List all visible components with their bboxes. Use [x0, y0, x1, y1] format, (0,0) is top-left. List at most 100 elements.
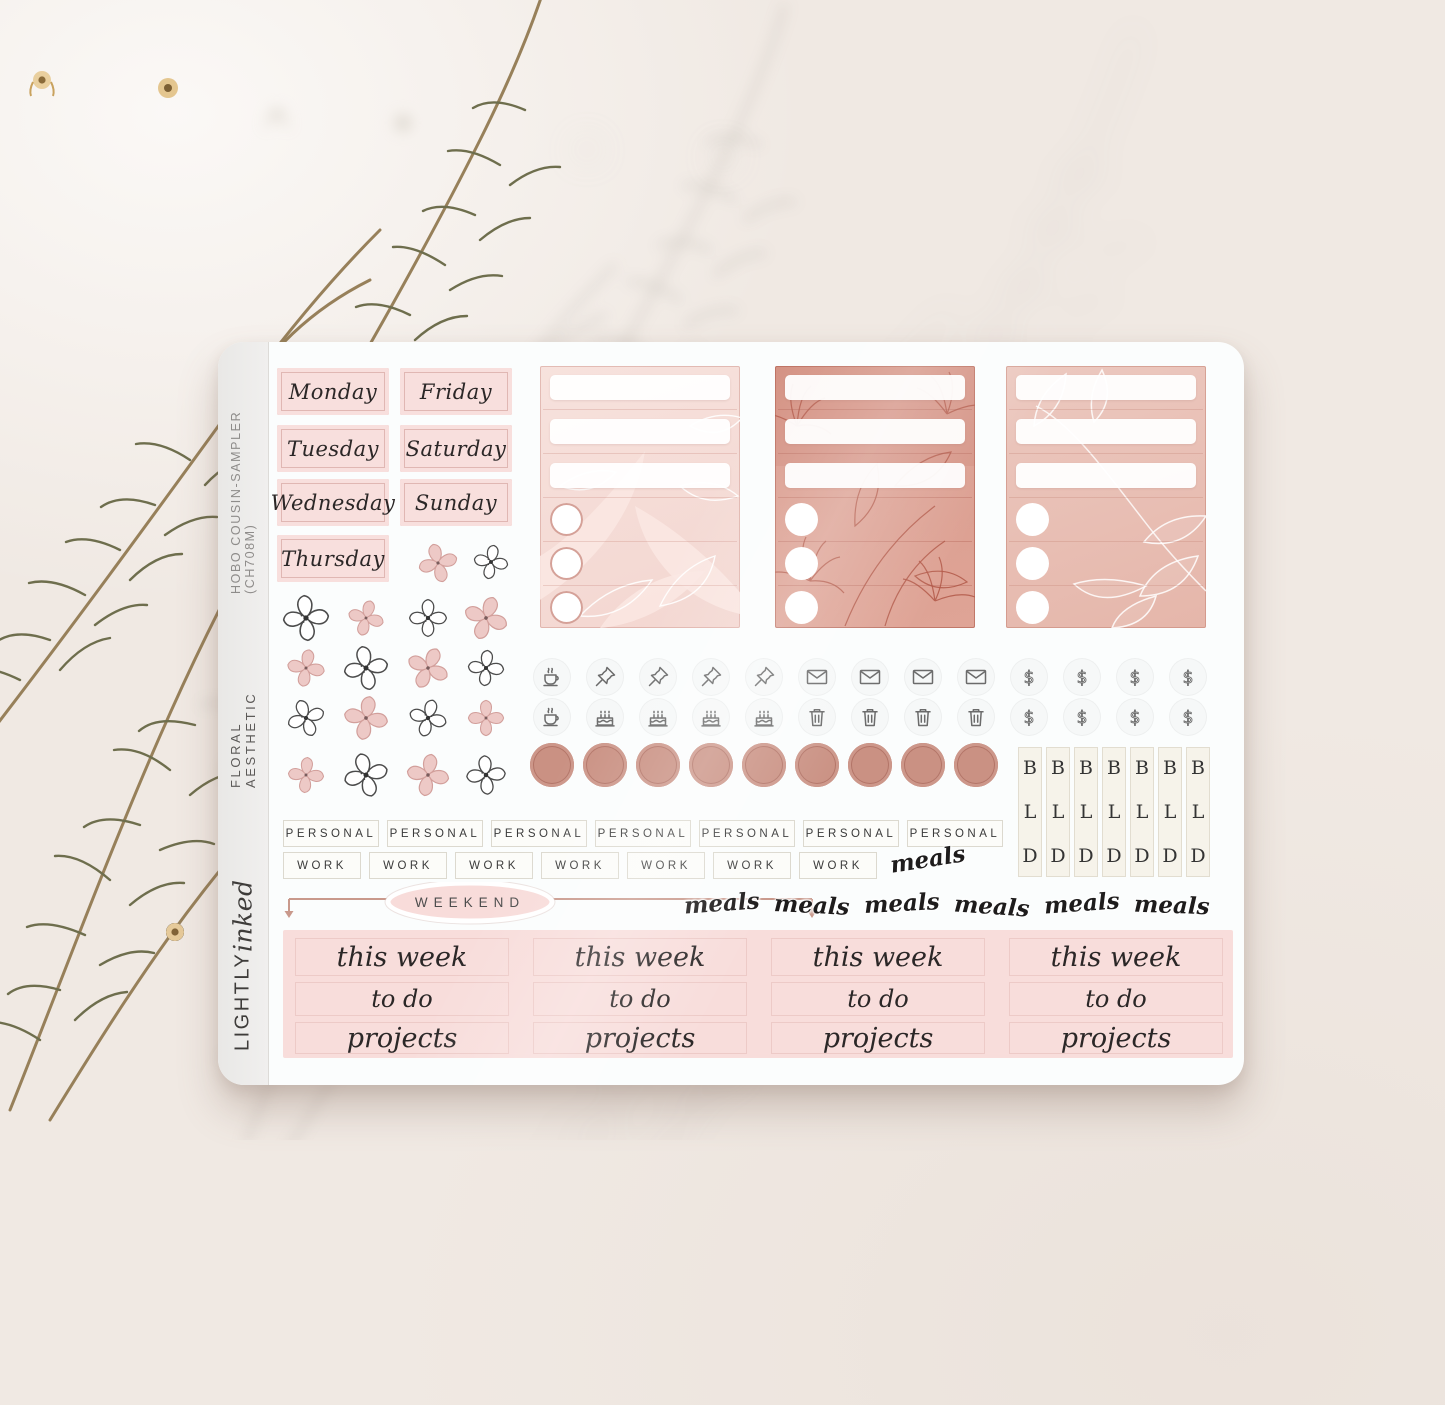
dot-sticker	[795, 743, 839, 787]
checklist-box-medium	[1006, 366, 1206, 628]
breakfast-letter: B	[1135, 757, 1149, 779]
sticker-sheet: HOBO COUSIN-SAMPLER (CH708M) FLORAL AEST…	[218, 342, 1244, 1085]
dot-sticker	[901, 743, 945, 787]
envelope-icon	[851, 658, 889, 696]
coffee-icon	[533, 658, 571, 696]
to-do-sticker: to do	[1009, 982, 1223, 1016]
cake-icon	[745, 698, 783, 736]
this-week-sticker: this week	[533, 938, 747, 976]
envelope-icon	[904, 658, 942, 696]
brand-name: LIGHTLY	[231, 951, 254, 1051]
dollar-icon	[1063, 698, 1101, 736]
lunch-letter: L	[1023, 801, 1037, 823]
dot-sticker	[954, 743, 998, 787]
breakfast-letter: B	[1079, 757, 1093, 779]
this-week-sticker: this week	[771, 938, 985, 976]
checkbox-circle	[1016, 591, 1049, 624]
personal-label-sticker: PERSONAL	[491, 820, 587, 847]
flower-sticker-pink	[279, 641, 332, 694]
day-sticker-tuesday: Tuesday	[277, 425, 389, 472]
personal-label-sticker: PERSONAL	[387, 820, 483, 847]
to-do-sticker: to do	[295, 982, 509, 1016]
flower-sticker-pink	[451, 583, 520, 652]
header-bar	[1016, 463, 1196, 488]
flower-sticker-white	[460, 749, 512, 801]
meals-sticker: meals	[773, 890, 851, 921]
trash-icon	[851, 698, 889, 736]
cake-icon	[639, 698, 677, 736]
pin-icon	[745, 658, 783, 696]
dinner-letter: D	[1134, 845, 1150, 867]
lunch-letter: L	[1107, 801, 1121, 823]
lunch-letter: L	[1191, 801, 1205, 823]
dot-sticker	[530, 743, 574, 787]
trash-icon	[904, 698, 942, 736]
personal-label-sticker: PERSONAL	[803, 820, 899, 847]
weekend-label: WEEKEND	[415, 895, 525, 910]
header-bar	[785, 463, 965, 488]
to-do-sticker: to do	[533, 982, 747, 1016]
cake-icon	[692, 698, 730, 736]
day-sticker-sunday: Sunday	[400, 479, 512, 526]
header-bar	[550, 463, 730, 488]
dinner-letter: D	[1050, 845, 1066, 867]
work-label-sticker: WORK	[455, 852, 533, 879]
coffee-icon	[533, 698, 571, 736]
checkbox-circle	[785, 591, 818, 624]
work-label-sticker: WORK	[799, 852, 877, 879]
breakfast-letter: B	[1023, 757, 1037, 779]
flower-sticker-pink	[335, 687, 398, 750]
work-label-sticker: WORK	[369, 852, 447, 879]
this-week-sticker: this week	[1009, 938, 1223, 976]
dollar-icon	[1116, 698, 1154, 736]
dot-sticker	[636, 743, 680, 787]
pin-icon	[692, 658, 730, 696]
lunch-letter: L	[1079, 801, 1093, 823]
flower-sticker-pink	[282, 751, 330, 799]
day-sticker-wednesday: Wednesday	[271, 479, 395, 526]
sku-label: HOBO COUSIN-SAMPLER (CH708M)	[229, 410, 257, 594]
trash-icon	[957, 698, 995, 736]
checkbox-circle	[1016, 547, 1049, 580]
dollar-icon	[1116, 658, 1154, 696]
flower-sticker-white	[333, 742, 399, 808]
projects-sticker: projects	[1009, 1022, 1223, 1054]
day-sticker-thursday: Thursday	[277, 535, 389, 582]
weekly-headers-block: this week to do projects this week to do…	[283, 930, 1233, 1058]
checklist-box-light	[540, 366, 740, 628]
dinner-letter: D	[1078, 845, 1094, 867]
flower-sticker-pink	[398, 745, 458, 805]
checkbox-circle	[785, 503, 818, 536]
to-do-sticker: to do	[771, 982, 985, 1016]
projects-sticker: projects	[771, 1022, 985, 1054]
personal-label-sticker: PERSONAL	[907, 820, 1003, 847]
meals-sticker: meals	[1043, 887, 1121, 920]
sheet-spine: HOBO COUSIN-SAMPLER (CH708M) FLORAL AEST…	[218, 342, 269, 1085]
personal-label-sticker: PERSONAL	[283, 820, 379, 847]
flower-sticker-white	[405, 595, 451, 641]
dollar-icon	[1010, 698, 1048, 736]
personal-label-sticker: PERSONAL	[699, 820, 795, 847]
header-bar	[785, 375, 965, 400]
dinner-letter: D	[1190, 845, 1206, 867]
cake-icon	[586, 698, 624, 736]
flower-sticker-pink	[464, 696, 508, 740]
lunch-letter: L	[1135, 801, 1149, 823]
checkbox-circle	[550, 547, 583, 580]
breakfast-letter: B	[1107, 757, 1121, 779]
envelope-icon	[957, 658, 995, 696]
brand-logo: LIGHTLY inked	[218, 874, 268, 1056]
meals-sticker: meals	[683, 887, 761, 920]
dot-sticker	[689, 743, 733, 787]
dot-sticker	[742, 743, 786, 787]
pin-icon	[586, 658, 624, 696]
work-label-sticker: WORK	[627, 852, 705, 879]
breakfast-letter: B	[1051, 757, 1065, 779]
checkbox-circle	[550, 591, 583, 624]
projects-sticker: projects	[533, 1022, 747, 1054]
